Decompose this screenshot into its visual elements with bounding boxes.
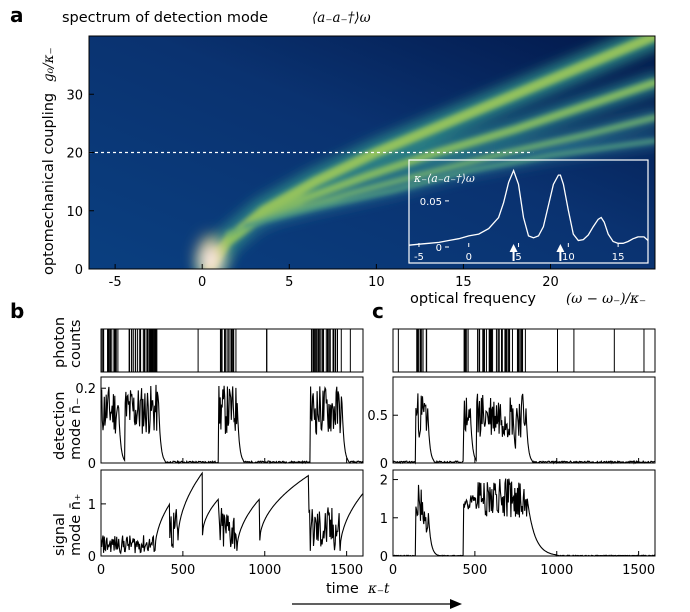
panel-b-label: b bbox=[10, 299, 24, 323]
inset-x-tick-label: -5 bbox=[414, 252, 424, 263]
x-tick-label: 0 bbox=[97, 563, 105, 578]
row-label-detection-1: detection bbox=[52, 392, 68, 460]
x-tick-label-a: 0 bbox=[198, 275, 206, 290]
heatmap-peak bbox=[192, 218, 229, 269]
inset-series-line bbox=[408, 168, 649, 246]
detection-mode-plot-c: 00.5 bbox=[367, 376, 656, 472]
y-tick-label: 1 bbox=[380, 512, 388, 527]
y-axis-label-a-math: g₀/κ₋ bbox=[41, 47, 57, 82]
inset-y-tick-label: 0 bbox=[436, 243, 442, 254]
signal-mode-frame-c bbox=[392, 469, 656, 557]
y-tick-label: 0 bbox=[88, 550, 96, 565]
y-axis-label-a: optomechanical coupling bbox=[41, 93, 57, 275]
heatmap-branch-3 bbox=[225, 114, 655, 238]
y-tick-label-a: 0 bbox=[75, 263, 83, 278]
heatmap-branch-4 bbox=[243, 138, 655, 228]
detection-mode-frame-b bbox=[100, 376, 364, 464]
row-label-photon-2: counts bbox=[68, 320, 84, 368]
x-axis-label-a-math: (ω − ω₋)/κ₋ bbox=[566, 291, 646, 307]
y-tick-label: 0 bbox=[88, 457, 96, 472]
x-tick-label-a: 10 bbox=[368, 275, 385, 290]
detection-mode-line-b bbox=[100, 384, 364, 465]
x-tick-label-a: 5 bbox=[285, 275, 293, 290]
x-tick-label-a: 15 bbox=[455, 275, 472, 290]
time-label: time bbox=[326, 581, 359, 597]
row-label-photon-1: photon bbox=[52, 317, 68, 368]
x-tick-label: 1500 bbox=[330, 563, 363, 578]
y-tick-label-a: 20 bbox=[66, 147, 83, 162]
x-tick-label: 500 bbox=[170, 563, 195, 578]
photon-counts-plot-b bbox=[100, 328, 364, 373]
y-tick-label: 2 bbox=[380, 474, 388, 489]
y-tick-label: 1 bbox=[88, 498, 96, 513]
x-tick-label: 0 bbox=[389, 563, 397, 578]
time-arrow-head bbox=[450, 599, 462, 609]
inset-frame bbox=[408, 159, 649, 264]
row-label-signal-1: signal bbox=[52, 513, 68, 556]
x-tick-label: 500 bbox=[462, 563, 487, 578]
chart-title: spectrum of detection mode bbox=[62, 10, 268, 26]
y-tick-label: 0.5 bbox=[367, 409, 388, 424]
row-label-detection-2: mode n̄₋ bbox=[68, 397, 84, 460]
signal-mode-line-c bbox=[392, 478, 656, 557]
y-tick-label-a: 30 bbox=[66, 88, 83, 103]
detection-mode-frame-c bbox=[392, 376, 656, 464]
signal-mode-frame-b bbox=[100, 469, 364, 557]
chart-title-math: ⟨a₋a₋†⟩ω bbox=[312, 10, 371, 26]
inset-y-tick-label: 0.05 bbox=[420, 197, 442, 208]
inset-x-tick-label: 5 bbox=[515, 252, 521, 263]
x-tick-label-a: 20 bbox=[542, 275, 559, 290]
signal-mode-plot-c: 0 1 2 0 500 1000 1500 bbox=[380, 469, 656, 578]
signal-mode-line-b bbox=[100, 471, 364, 555]
x-tick-label: 1500 bbox=[622, 563, 655, 578]
panel-c-label: c bbox=[372, 299, 384, 323]
y-tick-label: 0.2 bbox=[75, 382, 96, 397]
y-tick-label-a: 10 bbox=[66, 205, 83, 220]
inset-x-tick-label: 15 bbox=[612, 252, 625, 263]
row-label-signal-2: mode n̄₊ bbox=[68, 493, 84, 556]
inset-x-tick-label: 10 bbox=[562, 252, 575, 263]
heatmap: -5 0 5 10 15 20 0 10 20 30 bbox=[66, 35, 656, 290]
x-tick-label-a: -5 bbox=[109, 275, 122, 290]
time-label-math: κ₋t bbox=[367, 581, 390, 597]
events-frame-c bbox=[392, 328, 656, 373]
x-axis-label-a: optical frequency bbox=[410, 291, 536, 307]
inset-x-tick-label: 0 bbox=[466, 252, 472, 263]
detection-mode-line-c bbox=[392, 393, 656, 465]
inset-plot: κ₋⟨a₋a₋†⟩ω -5 0 5 10 15 0 0.05 bbox=[408, 159, 649, 264]
x-tick-label: 1000 bbox=[248, 563, 281, 578]
photon-counts-plot-c bbox=[392, 328, 656, 373]
panel-a-label: a bbox=[10, 3, 24, 27]
inset-arrow-head bbox=[509, 244, 518, 252]
x-tick-label: 1000 bbox=[540, 563, 573, 578]
signal-mode-plot-b: 0 1 0 500 1000 1500 bbox=[88, 469, 364, 578]
inset-y-label: κ₋⟨a₋a₋†⟩ω bbox=[413, 172, 475, 185]
y-tick-label: 0 bbox=[380, 457, 388, 472]
detection-mode-plot-b: 00.2 bbox=[75, 376, 364, 472]
inset-arrow-head bbox=[556, 244, 565, 252]
y-tick-label: 0 bbox=[380, 550, 388, 565]
